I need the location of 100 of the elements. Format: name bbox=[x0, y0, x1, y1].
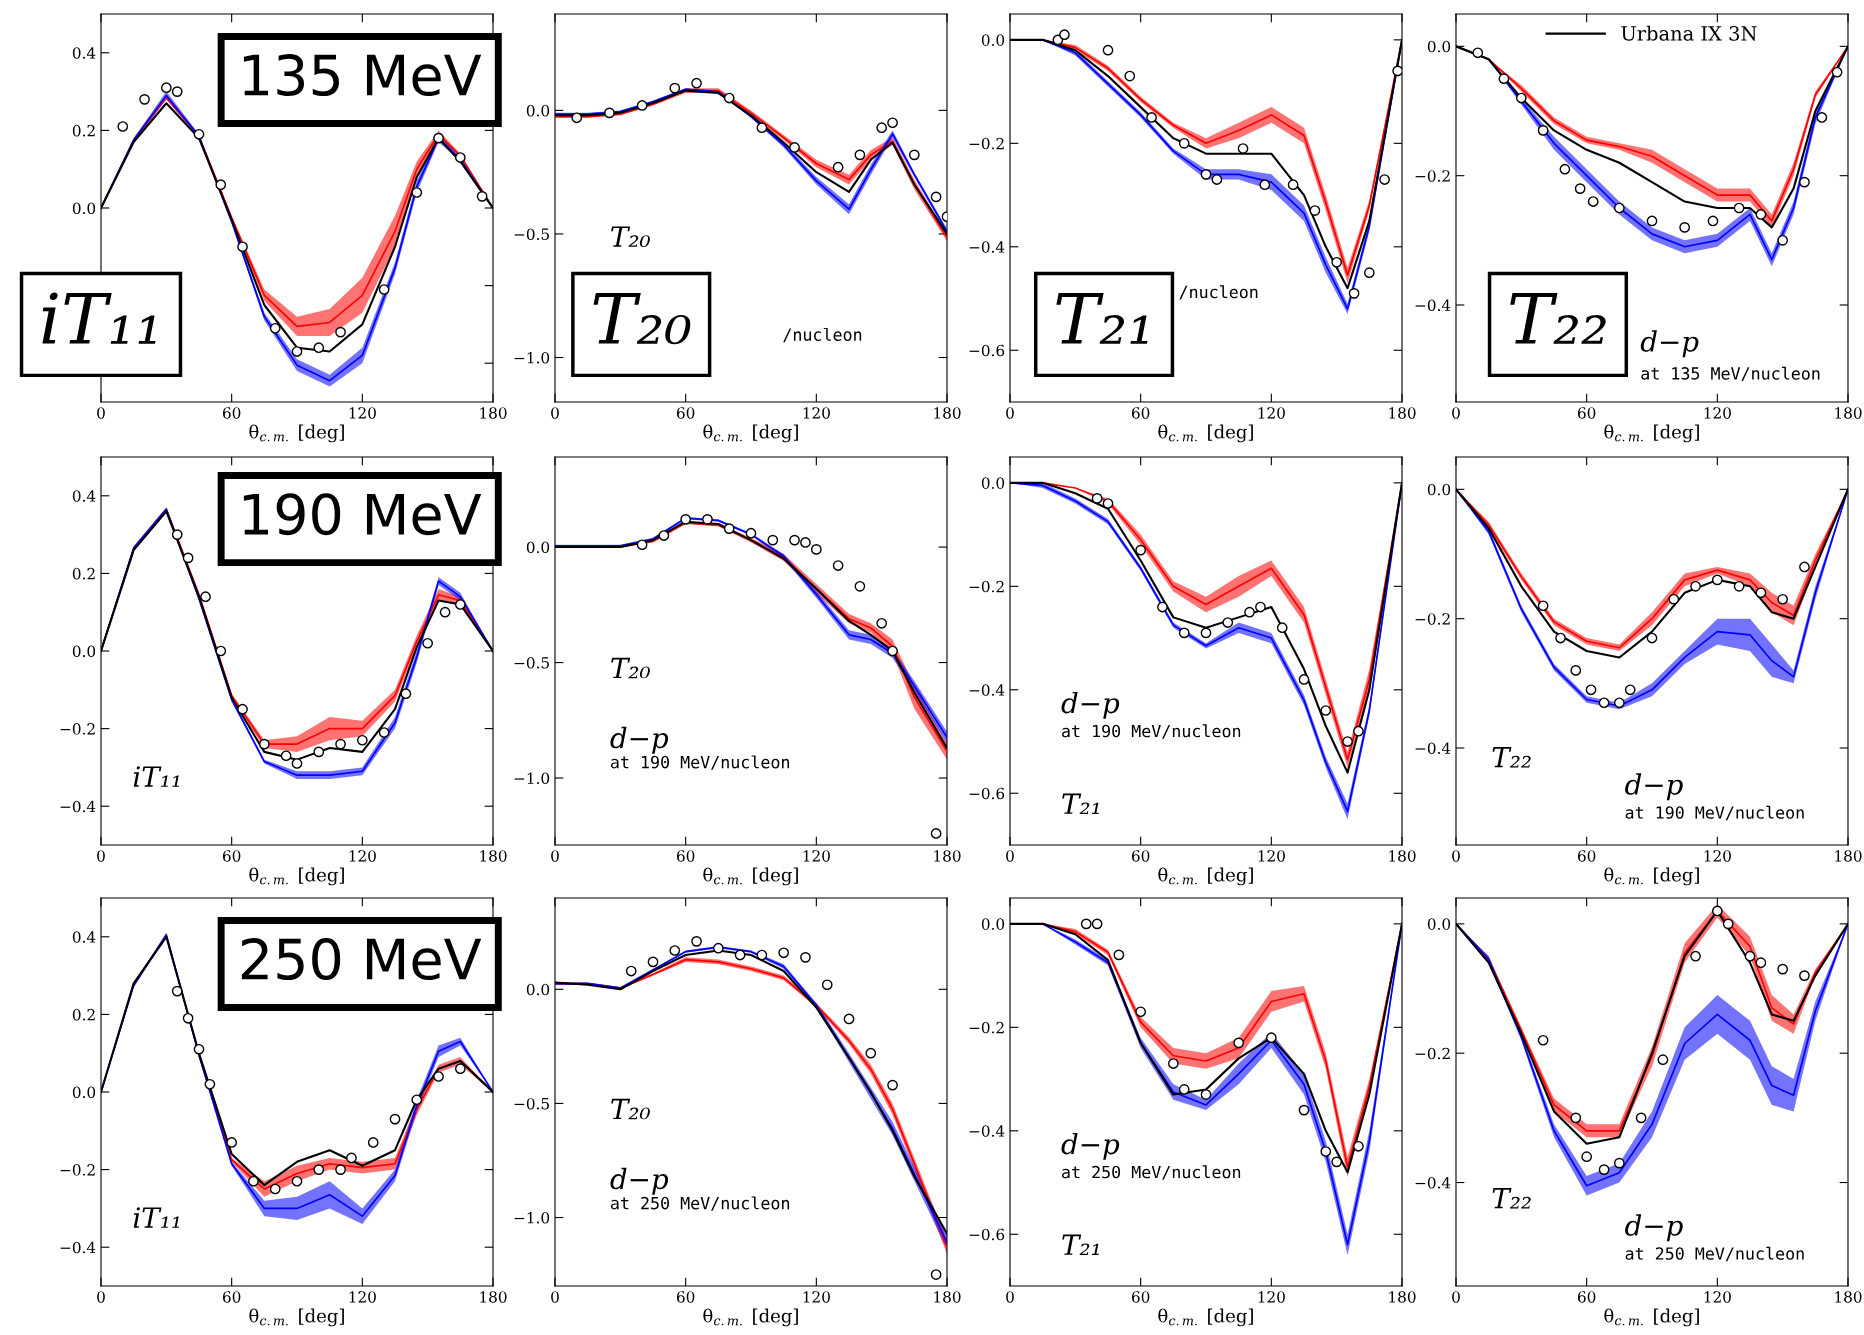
annotation: 250 MeV bbox=[241, 938, 482, 981]
point bbox=[1157, 601, 1168, 613]
y-tick-label: −0.4 bbox=[60, 1241, 96, 1254]
y-tick-label: −1.0 bbox=[514, 772, 550, 785]
annotation: at 135 MeV/nucleon bbox=[1641, 366, 1820, 382]
annotation: d−p bbox=[610, 726, 669, 754]
annotation: 135 MeV bbox=[243, 54, 482, 97]
point bbox=[832, 161, 844, 173]
point bbox=[367, 1137, 379, 1148]
point bbox=[1755, 209, 1767, 220]
y-tick-label: 0.0 bbox=[981, 34, 1005, 46]
point bbox=[1581, 1151, 1593, 1163]
point bbox=[117, 121, 129, 132]
point bbox=[1080, 918, 1092, 930]
y-tick-label: 0.0 bbox=[526, 983, 550, 996]
point bbox=[658, 530, 670, 541]
point bbox=[171, 86, 183, 97]
point bbox=[1287, 179, 1299, 191]
annotation: d−p bbox=[1061, 1132, 1120, 1160]
point bbox=[1244, 606, 1255, 618]
x-tick-label: 180 bbox=[934, 407, 961, 419]
x-axis-title: θ$_{c.m.}$ [deg] bbox=[703, 867, 798, 886]
y-tick-label: −0.4 bbox=[1415, 742, 1451, 755]
point bbox=[215, 645, 227, 657]
y-tick-label: −0.6 bbox=[969, 787, 1005, 800]
point bbox=[454, 152, 466, 163]
x-tick-label: 120 bbox=[803, 1291, 830, 1303]
x-tick-label: 180 bbox=[934, 850, 961, 862]
y-tick-label: −0.4 bbox=[969, 1125, 1005, 1137]
y-tick-label: −0.2 bbox=[1415, 613, 1450, 625]
annotation: /nucleon bbox=[783, 327, 862, 343]
point bbox=[280, 750, 292, 762]
x-tick-label: 120 bbox=[1258, 407, 1285, 419]
point bbox=[1200, 169, 1212, 180]
point bbox=[756, 122, 768, 134]
annotation: iT₁₁ bbox=[133, 766, 180, 787]
point bbox=[1635, 1112, 1647, 1124]
point bbox=[1298, 1104, 1310, 1116]
x-tick-label: 120 bbox=[1258, 1291, 1285, 1303]
point bbox=[876, 122, 888, 134]
point bbox=[1392, 65, 1402, 77]
point bbox=[1555, 632, 1566, 644]
point bbox=[1342, 736, 1353, 747]
annotation: T₂₁ bbox=[1056, 292, 1148, 344]
annotation: at 250 MeV/nucleon bbox=[1062, 1165, 1241, 1180]
x-tick-label: 60 bbox=[676, 407, 695, 419]
point bbox=[160, 82, 172, 94]
point bbox=[1320, 1146, 1332, 1157]
point bbox=[1570, 1112, 1582, 1124]
x-tick-label: 0 bbox=[1006, 1291, 1014, 1303]
y-tick-label: −0.5 bbox=[514, 657, 549, 669]
annotation: T₂₀ bbox=[593, 292, 691, 345]
x-tick-label: 0 bbox=[97, 407, 105, 419]
point bbox=[1559, 163, 1571, 175]
point bbox=[400, 688, 412, 700]
point bbox=[930, 828, 942, 839]
point bbox=[1598, 1164, 1610, 1175]
point bbox=[1348, 288, 1360, 299]
y-tick-label: −0.5 bbox=[514, 1097, 549, 1110]
point bbox=[1102, 44, 1114, 56]
y-tick-label: 0.0 bbox=[981, 918, 1005, 930]
x-axis-title: θ$_{c.m.}$ [deg] bbox=[1604, 867, 1699, 886]
point bbox=[1379, 174, 1390, 185]
y-tick-label: −0.2 bbox=[60, 1164, 95, 1176]
y-tick-label: −0.2 bbox=[969, 1021, 1004, 1034]
point bbox=[767, 534, 779, 546]
annotation: T₂₁ bbox=[1062, 793, 1099, 814]
x-tick-label: 180 bbox=[480, 1291, 507, 1303]
y-tick-label: 0.4 bbox=[72, 931, 96, 943]
x-tick-label: 60 bbox=[1131, 1291, 1150, 1303]
y-tick-label: 0.4 bbox=[72, 490, 96, 502]
y-tick-label: −0.2 bbox=[60, 723, 95, 735]
point bbox=[411, 1094, 423, 1106]
x-tick-label: 180 bbox=[934, 1291, 961, 1303]
annotation: d−p bbox=[1625, 1214, 1683, 1242]
point bbox=[291, 1175, 303, 1187]
x-tick-label: 60 bbox=[676, 850, 695, 862]
point bbox=[604, 107, 615, 119]
point bbox=[1707, 215, 1719, 227]
y-tick-label: −0.4 bbox=[969, 684, 1005, 696]
y-tick-label: 0.0 bbox=[72, 645, 96, 658]
point bbox=[702, 514, 713, 525]
point bbox=[800, 951, 811, 963]
point bbox=[1755, 587, 1767, 599]
annotation: /nucleon bbox=[1179, 285, 1258, 300]
x-tick-label: 180 bbox=[480, 850, 507, 862]
point bbox=[691, 936, 702, 947]
point bbox=[1353, 725, 1364, 737]
annotation: T₂₂ bbox=[1492, 1188, 1531, 1209]
point bbox=[335, 326, 346, 338]
x-tick-label: 0 bbox=[551, 850, 559, 862]
annotation: d−p bbox=[1640, 330, 1699, 358]
x-axis-title: θ$_{c.m.}$ [deg] bbox=[1158, 424, 1253, 443]
point bbox=[1059, 29, 1070, 41]
x-tick-label: 120 bbox=[349, 850, 376, 862]
annotation: 190 MeV bbox=[243, 493, 482, 536]
legend-label: Urbana IX 3N bbox=[1621, 25, 1757, 41]
annotation: d−p bbox=[610, 1167, 669, 1195]
x-axis-title: θ$_{c.m.}$ [deg] bbox=[249, 867, 344, 886]
point bbox=[1320, 705, 1332, 716]
